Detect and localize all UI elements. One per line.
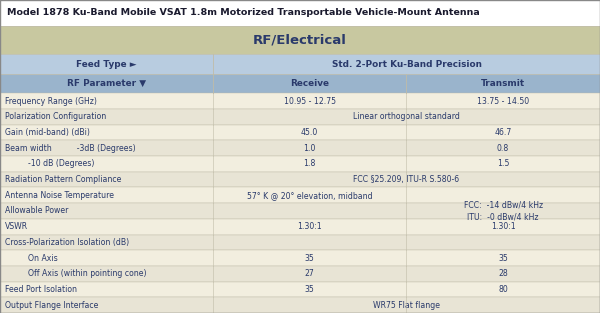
Bar [0,54,600,74]
Text: Std. 2-Port Ku-Band Precision: Std. 2-Port Ku-Band Precision [331,60,482,69]
Bar [0,26,600,54]
Text: 57° K @ 20° elevation, midband: 57° K @ 20° elevation, midband [247,191,373,200]
Bar [0,0,600,26]
Text: Model 1878 Ku-Band Mobile VSAT 1.8m Motorized Transportable Vehicle-Mount Antenn: Model 1878 Ku-Band Mobile VSAT 1.8m Moto… [7,8,480,17]
Text: 35: 35 [305,254,314,263]
Text: VSWR: VSWR [5,222,28,231]
Text: 35: 35 [498,254,508,263]
Text: Linear orthogonal standard: Linear orthogonal standard [353,112,460,121]
Bar [0,172,600,187]
Bar [0,109,600,125]
Text: Radiation Pattern Compliance: Radiation Pattern Compliance [5,175,121,184]
Bar [0,140,600,156]
Text: Off Axis (within pointing cone): Off Axis (within pointing cone) [28,269,146,278]
Text: -10 dB (Degrees): -10 dB (Degrees) [28,159,94,168]
Text: Gain (mid-band) (dBi): Gain (mid-band) (dBi) [5,128,89,137]
Bar [0,234,600,250]
Text: 1.30:1: 1.30:1 [297,222,322,231]
Text: RF Parameter ▼: RF Parameter ▼ [67,79,146,88]
Text: Beam width          -3dB (Degrees): Beam width -3dB (Degrees) [5,144,136,153]
Bar [0,125,600,140]
Text: RF/Electrical: RF/Electrical [253,33,347,47]
Text: Allowable Power: Allowable Power [5,207,68,215]
Text: 1.30:1: 1.30:1 [491,222,515,231]
Text: Feed Port Isolation: Feed Port Isolation [5,285,77,294]
Text: Output Flange Interface: Output Flange Interface [5,301,98,310]
Bar [0,266,600,282]
Text: 35: 35 [305,285,314,294]
Text: Feed Type ►: Feed Type ► [76,60,137,69]
Text: Antenna Noise Temperature: Antenna Noise Temperature [5,191,114,200]
Bar [0,282,600,297]
Text: 80: 80 [498,285,508,294]
Bar [0,250,600,266]
Bar [0,203,600,219]
Text: Receive: Receive [290,79,329,88]
Text: Polarization Configuration: Polarization Configuration [5,112,106,121]
Text: 45.0: 45.0 [301,128,318,137]
Text: 10.95 - 12.75: 10.95 - 12.75 [284,97,335,105]
Text: 1.0: 1.0 [304,144,316,153]
Text: 27: 27 [305,269,314,278]
Text: 0.8: 0.8 [497,144,509,153]
Text: Cross-Polarization Isolation (dB): Cross-Polarization Isolation (dB) [5,238,129,247]
Bar [0,74,600,93]
Bar [0,156,600,172]
Bar [0,297,600,313]
Text: 1.5: 1.5 [497,159,509,168]
Text: 28: 28 [498,269,508,278]
Text: 13.75 - 14.50: 13.75 - 14.50 [477,97,529,105]
Text: FCC §25.209, ITU-R S.580-6: FCC §25.209, ITU-R S.580-6 [353,175,460,184]
Bar [0,93,600,109]
Text: WR75 Flat flange: WR75 Flat flange [373,301,440,310]
Text: Frequency Range (GHz): Frequency Range (GHz) [5,97,97,105]
Text: Transmit: Transmit [481,79,525,88]
Text: On Axis: On Axis [28,254,58,263]
Text: 1.8: 1.8 [304,159,316,168]
Bar [0,187,600,203]
Text: FCC:  -14 dBw/4 kHz
ITU:  -0 dBw/4 kHz: FCC: -14 dBw/4 kHz ITU: -0 dBw/4 kHz [464,200,542,222]
Text: 46.7: 46.7 [494,128,512,137]
Bar [0,219,600,234]
